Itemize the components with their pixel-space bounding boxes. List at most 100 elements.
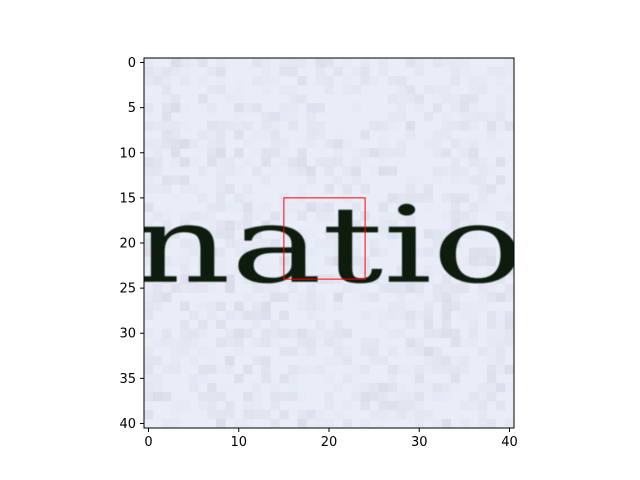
noise-pixel (405, 346, 416, 357)
noise-pixel (333, 337, 343, 348)
noise-pixel (477, 202, 488, 212)
noise-pixel (162, 175, 172, 185)
noise-pixel (297, 112, 307, 122)
noise-pixel (297, 364, 307, 375)
noise-pixel (441, 238, 452, 248)
noise-pixel (468, 121, 479, 131)
noise-pixel (270, 166, 280, 176)
noise-pixel (261, 76, 271, 86)
noise-pixel (162, 76, 172, 86)
noise-pixel (153, 301, 163, 311)
noise-pixel (297, 409, 307, 420)
noise-pixel (432, 382, 443, 393)
noise-pixel (252, 130, 262, 140)
noise-pixel (396, 193, 407, 203)
noise-pixel (468, 310, 479, 321)
y-axis: 0 5 10 15 20 25 30 35 40 (119, 56, 144, 432)
noise-pixel (405, 211, 416, 221)
noise-pixel (180, 220, 190, 230)
noise-pixel (387, 229, 397, 239)
noise-pixel (405, 175, 416, 185)
noise-pixel (315, 103, 325, 113)
noise-pixel (162, 94, 172, 104)
noise-pixel (441, 319, 452, 330)
noise-pixel (315, 58, 325, 68)
noise-pixel (315, 337, 325, 348)
noise-pixel (405, 121, 416, 131)
noise-pixel (225, 238, 235, 248)
noise-pixel (387, 211, 397, 221)
noise-pixel (387, 310, 397, 321)
noise-pixel (486, 391, 497, 402)
noise-pixel (396, 292, 407, 302)
noise-pixel (495, 310, 506, 321)
noise-pixel (189, 58, 199, 68)
noise-pixel (450, 211, 461, 221)
noise-pixel (486, 364, 497, 375)
noise-pixel (333, 346, 343, 357)
noise-pixel (144, 247, 154, 257)
noise-pixel (234, 166, 244, 176)
noise-pixel (270, 76, 280, 86)
noise-pixel (261, 130, 271, 140)
noise-pixel (342, 328, 352, 339)
noise-pixel (252, 166, 262, 176)
noise-pixel (333, 238, 343, 248)
noise-pixel (270, 418, 280, 428)
noise-pixel (369, 166, 379, 176)
noise-pixel (216, 256, 226, 266)
noise-pixel (495, 139, 506, 149)
noise-pixel (378, 283, 388, 293)
noise-pixel (297, 346, 307, 357)
noise-pixel (351, 148, 361, 158)
noise-pixel (216, 76, 226, 86)
noise-pixel (486, 166, 497, 176)
noise-pixel (252, 58, 262, 68)
noise-pixel (477, 184, 488, 194)
noise-pixel (351, 85, 361, 95)
noise-pixel (450, 67, 461, 77)
noise-pixel (450, 58, 461, 68)
noise-pixel (378, 139, 388, 149)
noise-pixel (432, 418, 443, 428)
noise-pixel (459, 229, 470, 239)
noise-pixel (423, 247, 434, 257)
noise-pixel (225, 400, 235, 411)
noise-pixel (423, 274, 434, 284)
noise-pixel (387, 166, 397, 176)
noise-pixel (171, 400, 181, 411)
noise-pixel (261, 301, 271, 311)
noise-pixel (243, 328, 253, 339)
noise-pixel (288, 391, 298, 402)
noise-pixel (486, 283, 497, 293)
noise-pixel (369, 391, 379, 402)
noise-pixel (450, 238, 461, 248)
noise-pixel (270, 238, 280, 248)
noise-pixel (243, 229, 253, 239)
noise-pixel (495, 400, 506, 411)
noise-pixel (414, 400, 425, 411)
noise-pixel (450, 265, 461, 275)
noise-pixel (342, 373, 352, 384)
noise-pixel (234, 202, 244, 212)
noise-pixel (207, 148, 217, 158)
noise-pixel (216, 139, 226, 149)
noise-pixel (234, 310, 244, 321)
noise-pixel (288, 58, 298, 68)
noise-pixel (252, 247, 262, 257)
noise-pixel (495, 112, 506, 122)
noise-pixel (171, 355, 181, 366)
noise-pixel (306, 202, 316, 212)
noise-pixel (423, 184, 434, 194)
noise-pixel (495, 211, 506, 221)
noise-pixel (279, 58, 289, 68)
noise-pixel (396, 274, 407, 284)
noise-pixel (180, 301, 190, 311)
noise-pixel (288, 328, 298, 339)
noise-pixel (279, 346, 289, 357)
noise-pixel (225, 409, 235, 420)
noise-pixel (162, 139, 172, 149)
noise-pixel (198, 238, 208, 248)
noise-pixel (486, 112, 497, 122)
noise-pixel (315, 292, 325, 302)
